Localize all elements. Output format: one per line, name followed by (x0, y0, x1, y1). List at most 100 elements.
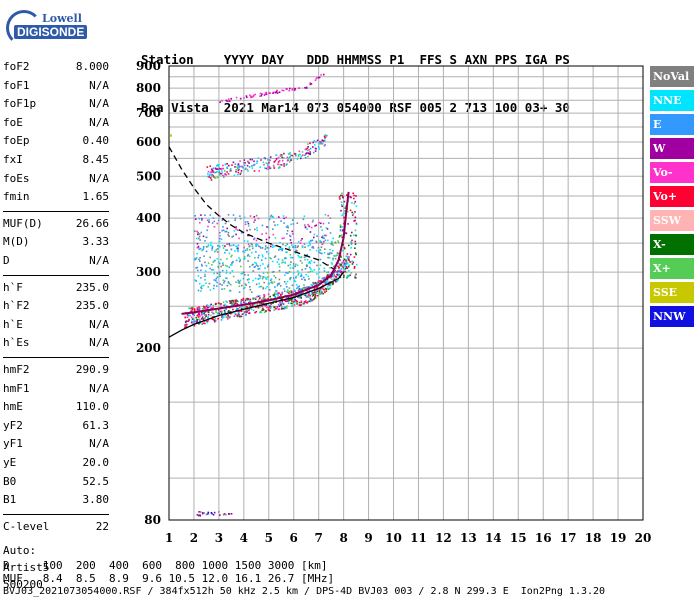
echo-point (273, 275, 275, 277)
echo-point (315, 249, 318, 252)
echo-point (207, 262, 210, 264)
echo-point (248, 281, 250, 284)
echo-point (269, 257, 271, 259)
plot-frame (168, 65, 644, 521)
echo-point (309, 298, 312, 301)
echo-point (220, 310, 223, 313)
echo-point (350, 243, 353, 245)
echo-point (237, 169, 240, 171)
echo-point (221, 284, 223, 286)
echo-point (322, 242, 325, 245)
echo-point (254, 265, 257, 268)
echo-point (253, 163, 256, 166)
echo-point (221, 172, 223, 174)
echo-point (332, 257, 334, 260)
echo-point (255, 245, 257, 247)
echo-point (280, 248, 283, 250)
echo-point (317, 247, 320, 249)
echo-point (193, 319, 195, 321)
echo-point (277, 163, 279, 165)
echo-point (194, 320, 196, 322)
echo-point (246, 229, 248, 232)
echo-point (248, 255, 251, 258)
echo-point (334, 241, 337, 244)
echo-point (246, 308, 248, 310)
echo-point (250, 242, 252, 245)
echo-point (233, 315, 236, 317)
echo-point (234, 312, 236, 315)
echo-point (247, 160, 249, 163)
echo-point (345, 255, 348, 257)
echo-point (318, 271, 321, 274)
echo-point (244, 299, 247, 301)
echo-point (339, 274, 341, 277)
echo-point (243, 97, 245, 99)
echo-point (308, 278, 310, 280)
echo-point (336, 279, 338, 282)
echo-point (338, 236, 341, 238)
echo-point (205, 264, 208, 267)
echo-point (323, 278, 325, 281)
echo-point (347, 270, 350, 272)
echo-point (218, 310, 221, 313)
echo-point (209, 289, 212, 291)
echo-point (340, 201, 343, 203)
echo-point (309, 266, 311, 269)
echo-point (307, 245, 309, 247)
echo-point (318, 251, 320, 253)
echo-point (330, 243, 333, 245)
echo-point (308, 290, 311, 292)
echo-point (199, 247, 202, 250)
echo-point (337, 241, 340, 244)
echo-point (232, 304, 234, 306)
echo-point (239, 259, 241, 262)
echo-point (223, 513, 226, 515)
echo-point (270, 305, 272, 308)
echo-point (234, 166, 236, 168)
echo-point (217, 265, 219, 268)
echo-point (294, 244, 297, 247)
echo-point (331, 278, 333, 281)
echo-point (210, 177, 212, 179)
echo-point (291, 89, 293, 91)
echo-point (212, 176, 215, 178)
echo-point (229, 290, 232, 292)
echo-point (254, 277, 257, 280)
echo-point (198, 217, 201, 220)
echo-point (353, 197, 355, 200)
echo-point (199, 322, 201, 324)
echo-point (251, 305, 254, 308)
echo-point (278, 216, 280, 218)
x-tick-label: 20 (635, 531, 652, 545)
echo-point (224, 245, 226, 247)
x-tick-label: 8 (339, 531, 347, 545)
echo-point (206, 307, 208, 310)
echo-point (301, 278, 303, 280)
echo-point (211, 263, 213, 266)
echo-point (317, 282, 319, 285)
echo-point (285, 164, 287, 166)
echo-point (274, 224, 276, 226)
echo-point (247, 234, 249, 237)
echo-point (336, 271, 339, 274)
echo-point (238, 291, 241, 293)
echo-point (274, 308, 277, 310)
echo-point (283, 163, 285, 165)
echo-point (330, 262, 333, 264)
echo-point (280, 164, 283, 166)
echo-point (223, 280, 226, 282)
echo-point (279, 285, 282, 287)
echo-point (268, 309, 271, 312)
echo-point (316, 235, 318, 237)
echo-point (216, 258, 219, 260)
echo-point (321, 236, 323, 239)
echo-point (305, 296, 308, 298)
echo-point (200, 231, 203, 234)
echo-point (243, 251, 246, 254)
scaled-param-key: foEs (3, 171, 30, 185)
echo-point (286, 243, 289, 246)
echo-point (283, 281, 286, 283)
echo-point (340, 268, 343, 270)
echo-point (238, 282, 241, 285)
